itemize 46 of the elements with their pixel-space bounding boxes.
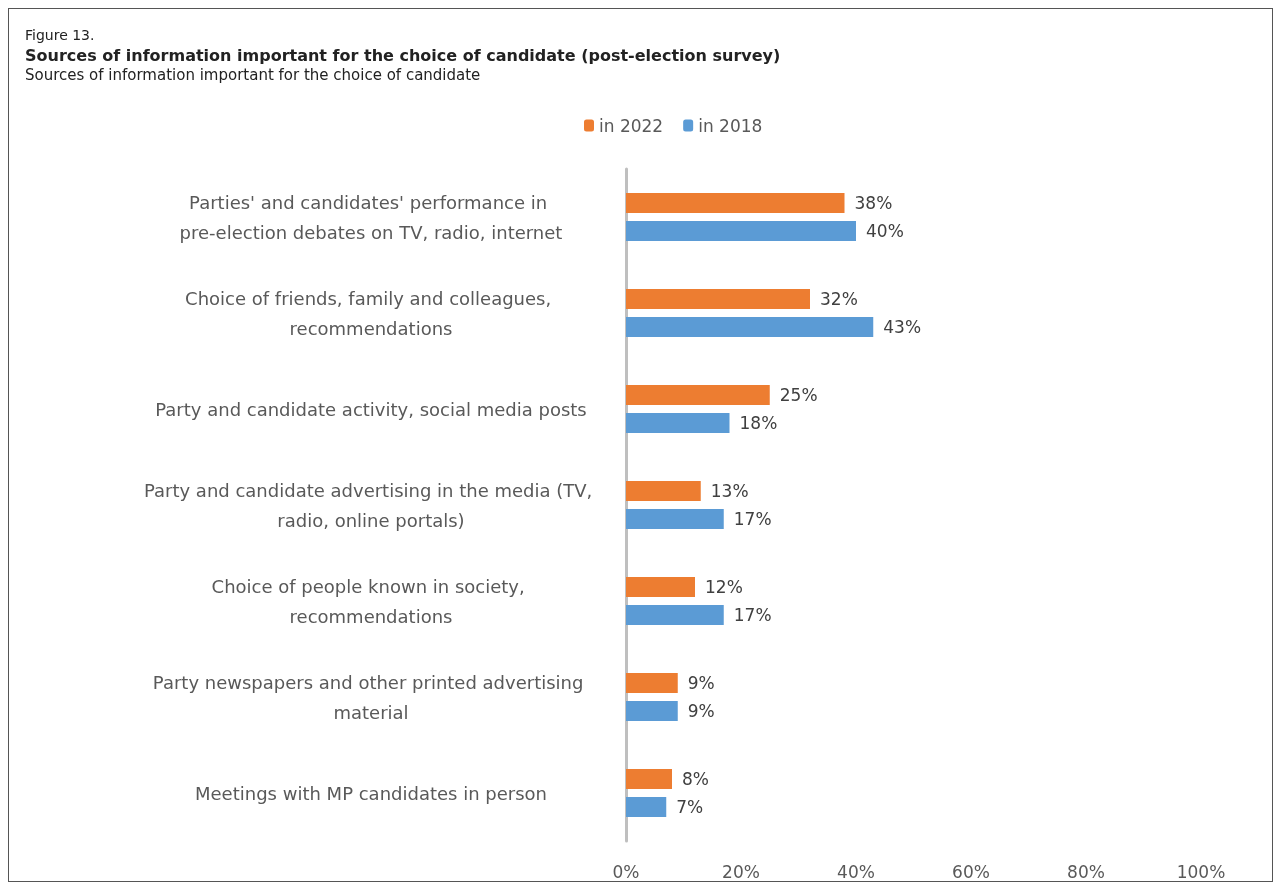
bar	[626, 413, 730, 433]
data-label: 12%	[705, 577, 743, 597]
bar	[626, 769, 672, 789]
bar	[626, 701, 678, 721]
bar	[626, 289, 810, 309]
y-tick-label: Choice of friends, family and colleagues, recommendations	[185, 287, 557, 339]
bar	[626, 481, 701, 501]
bar	[626, 385, 770, 405]
x-tick-label: 60%	[952, 861, 990, 882]
y-tick-label: Party newspapers and other printed advertising material	[152, 671, 590, 723]
data-label: 40%	[866, 221, 904, 241]
legend-label: in 2018	[698, 115, 763, 136]
data-label: 9%	[687, 673, 715, 693]
legend-label: in 2022	[599, 115, 664, 136]
caption: Figure 13.	[25, 27, 95, 43]
bar	[626, 673, 678, 693]
data-label: 38%	[854, 193, 893, 213]
y-tick-label: Parties' and candidates' performance in pre-election debates on TV, radio, internet	[179, 191, 563, 243]
y-tick-label: Party and candidate activity, social media posts	[155, 398, 587, 420]
data-label: 9%	[687, 701, 715, 721]
data-label: 18%	[739, 413, 778, 433]
data-label: 17%	[733, 509, 772, 529]
x-tick-label: 20%	[722, 861, 760, 882]
bar	[626, 193, 845, 213]
text: Sources of information important for the choice of candidate (post-election survey)	[25, 45, 781, 65]
bar	[626, 317, 874, 337]
data-label: 17%	[733, 605, 772, 625]
data-label: 25%	[779, 385, 818, 405]
x-tick-label: 80%	[1067, 861, 1105, 882]
data-label: 7%	[676, 797, 704, 817]
bar	[626, 221, 856, 241]
bar	[626, 577, 695, 597]
data-label: 32%	[820, 289, 858, 309]
x-tick-label: 100%	[1176, 861, 1226, 882]
y-tick-label: Choice of people known in society, recommendations	[211, 575, 531, 627]
x-tick-label: 40%	[837, 861, 875, 882]
x-tick-label: 0%	[612, 861, 640, 882]
data-label: 43%	[883, 317, 922, 337]
data-label: 13%	[710, 481, 749, 501]
bar	[626, 605, 724, 625]
bar	[626, 509, 724, 529]
y-tick-label: Meetings with MP candidates in person	[195, 782, 547, 804]
text: Sources of information important for the choice of candidate	[25, 65, 481, 84]
bar	[626, 797, 667, 817]
data-label: 8%	[682, 769, 709, 789]
y-tick-label: Party and candidate advertising in the media (TV, radio, online portals)	[143, 479, 599, 531]
